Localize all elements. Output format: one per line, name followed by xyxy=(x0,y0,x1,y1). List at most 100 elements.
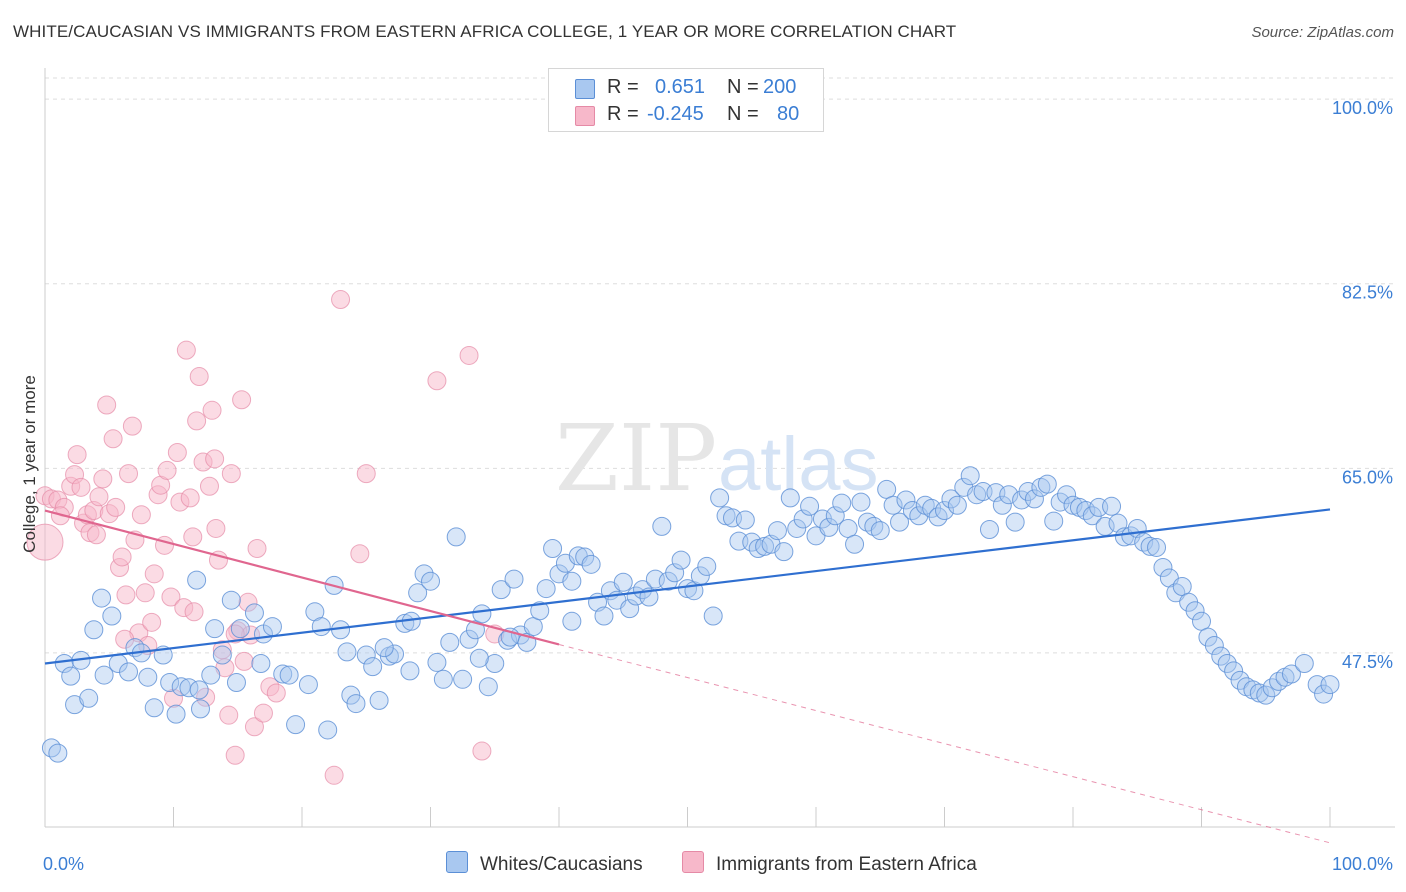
data-point-immigrants xyxy=(119,464,139,484)
data-point-whites xyxy=(562,571,582,591)
data-point-whites xyxy=(1192,611,1211,631)
data-point-immigrants xyxy=(187,411,207,431)
legend-swatch-whites xyxy=(446,851,468,873)
legend-swatch-immigrants xyxy=(682,851,704,873)
trend-line-whites xyxy=(44,508,1331,665)
data-point-immigrants xyxy=(331,290,351,310)
data-point-immigrants xyxy=(106,497,126,517)
data-point-whites xyxy=(960,466,980,486)
legend-r-label: R = xyxy=(607,103,639,125)
data-point-whites xyxy=(251,653,271,673)
data-point-immigrants xyxy=(234,651,254,671)
data-point-whites xyxy=(992,495,1012,515)
data-point-whites xyxy=(459,629,479,649)
data-point-immigrants xyxy=(180,488,200,508)
data-point-whites xyxy=(703,606,723,626)
data-point-whites xyxy=(94,665,114,685)
data-point-immigrants xyxy=(103,429,123,449)
data-point-whites xyxy=(523,617,543,637)
data-point-whites xyxy=(543,538,563,558)
data-point-whites xyxy=(414,564,434,584)
series-whites-caucasians xyxy=(41,466,1340,763)
data-point-whites xyxy=(845,534,865,554)
data-point-whites xyxy=(478,677,498,697)
data-point-whites xyxy=(581,554,601,574)
data-point-whites xyxy=(1294,653,1314,673)
data-point-whites xyxy=(171,677,191,697)
data-point-whites xyxy=(1320,675,1340,695)
legend-swatch-blue xyxy=(575,79,595,99)
data-point-whites xyxy=(1153,557,1173,577)
data-point-whites xyxy=(469,648,489,668)
data-point-whites xyxy=(369,690,389,710)
data-point-whites xyxy=(337,642,357,662)
data-point-immigrants xyxy=(93,469,113,489)
data-point-whites xyxy=(205,619,225,639)
data-point-whites xyxy=(1211,646,1231,666)
data-point-whites xyxy=(230,619,250,639)
data-point-whites xyxy=(1102,496,1122,516)
data-point-immigrants xyxy=(350,544,370,564)
data-point-whites xyxy=(65,695,85,715)
data-point-immigrants xyxy=(116,585,136,605)
data-point-immigrants xyxy=(202,400,222,420)
data-point-whites xyxy=(780,488,800,508)
data-point-whites xyxy=(298,675,318,695)
data-point-immigrants xyxy=(219,705,239,725)
data-point-whites xyxy=(286,715,306,735)
data-point-whites xyxy=(189,680,209,700)
data-point-whites xyxy=(793,509,813,529)
data-point-immigrants xyxy=(183,527,203,547)
data-point-whites xyxy=(613,572,633,592)
data-point-whites xyxy=(530,601,550,621)
data-point-immigrants xyxy=(184,602,204,622)
data-point-whites xyxy=(433,669,453,689)
data-point-whites xyxy=(979,520,999,540)
y-tick-label: 65.0% xyxy=(1342,467,1393,487)
y-tick-label: 47.5% xyxy=(1342,652,1393,672)
data-point-whites xyxy=(594,606,614,626)
data-point-whites xyxy=(440,632,460,652)
data-point-whites xyxy=(671,550,691,570)
data-point-immigrants xyxy=(247,538,267,558)
data-point-whites xyxy=(697,556,717,576)
data-point-whites xyxy=(1050,492,1070,512)
data-point-whites xyxy=(221,590,241,610)
data-point-whites xyxy=(472,604,492,624)
data-point-whites xyxy=(491,580,511,600)
axis-layer xyxy=(44,68,1395,828)
data-point-whites xyxy=(1037,474,1057,494)
data-point-whites xyxy=(883,495,903,515)
data-point-whites xyxy=(819,517,839,537)
data-point-immigrants xyxy=(225,624,245,644)
legend-label-whites: Whites/Caucasians xyxy=(480,854,643,875)
data-point-whites xyxy=(575,547,595,567)
data-point-whites xyxy=(166,704,186,724)
data-point-immigrants xyxy=(427,371,447,391)
data-point-whites xyxy=(92,588,112,608)
data-point-whites xyxy=(1281,664,1301,684)
data-point-whites xyxy=(825,506,845,526)
data-point-immigrants xyxy=(199,476,219,496)
legend-n-label: N = xyxy=(727,103,759,125)
data-point-whites xyxy=(363,657,383,677)
data-point-whites xyxy=(562,611,582,631)
data-point-immigrants xyxy=(164,688,183,708)
data-point-whites xyxy=(311,617,331,637)
chart-title: WHITE/CAUCASIAN VS IMMIGRANTS FROM EASTE… xyxy=(13,22,957,41)
data-point-whites xyxy=(485,653,505,673)
data-point-whites xyxy=(620,599,640,619)
data-point-immigrants xyxy=(232,390,252,410)
data-point-whites xyxy=(427,652,447,672)
trend-lines xyxy=(44,508,1331,844)
legend-row-immigrants: R = -0.245 N = 80 xyxy=(549,101,823,129)
legend-n-value: 80 xyxy=(777,103,800,125)
data-point-immigrants xyxy=(356,464,376,484)
data-point-whites xyxy=(119,662,139,682)
data-point-whites xyxy=(1005,512,1025,532)
legend-r-value: 0.651 xyxy=(655,76,706,98)
data-point-immigrants xyxy=(67,445,87,465)
data-point-whites xyxy=(48,743,68,763)
data-point-whites xyxy=(832,493,852,513)
data-point-immigrants xyxy=(472,741,492,761)
